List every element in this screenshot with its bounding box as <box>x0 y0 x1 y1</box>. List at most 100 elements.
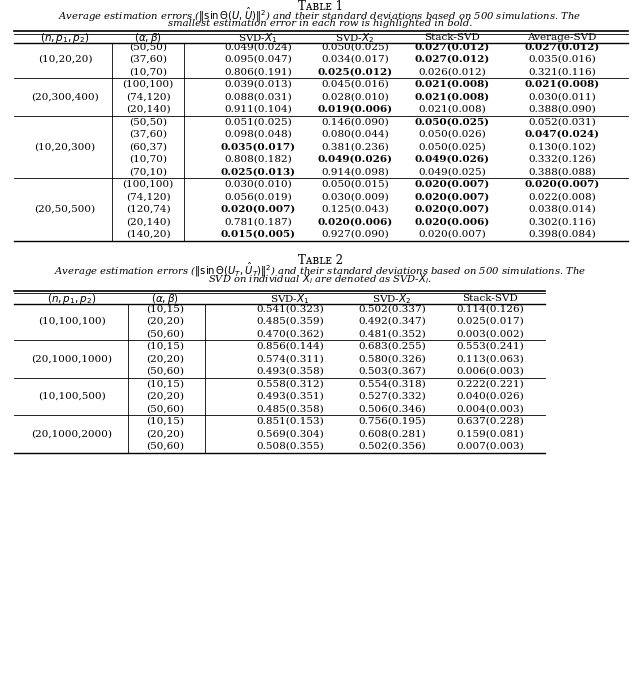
Text: (10,15): (10,15) <box>146 342 184 351</box>
Text: 0.222(0.221): 0.222(0.221) <box>456 379 524 388</box>
Text: 0.302(0.116): 0.302(0.116) <box>528 217 596 227</box>
Text: 0.508(0.355): 0.508(0.355) <box>256 442 324 451</box>
Text: 0.050(0.025): 0.050(0.025) <box>415 118 490 126</box>
Text: (20,20): (20,20) <box>146 354 184 363</box>
Text: 0.028(0.010): 0.028(0.010) <box>321 93 389 102</box>
Text: $(\alpha,\beta)$: $(\alpha,\beta)$ <box>134 31 162 45</box>
Text: 0.088(0.031): 0.088(0.031) <box>224 93 292 102</box>
Text: 0.022(0.008): 0.022(0.008) <box>528 192 596 201</box>
Text: 0.130(0.102): 0.130(0.102) <box>528 142 596 151</box>
Text: 0.049(0.025): 0.049(0.025) <box>418 167 486 176</box>
Text: 0.020(0.007): 0.020(0.007) <box>414 192 490 201</box>
Text: 0.502(0.356): 0.502(0.356) <box>358 442 426 451</box>
Text: (10,70): (10,70) <box>129 68 167 77</box>
Text: 0.146(0.090): 0.146(0.090) <box>321 118 389 126</box>
Text: 0.007(0.003): 0.007(0.003) <box>456 442 524 451</box>
Text: (10,15): (10,15) <box>146 379 184 388</box>
Text: Tᴀʙʟᴇ 1: Tᴀʙʟᴇ 1 <box>298 0 342 13</box>
Text: 0.808(0.182): 0.808(0.182) <box>224 155 292 164</box>
Text: (20,20): (20,20) <box>146 392 184 401</box>
Text: 0.035(0.016): 0.035(0.016) <box>528 55 596 64</box>
Text: 0.004(0.003): 0.004(0.003) <box>456 404 524 413</box>
Text: 0.485(0.358): 0.485(0.358) <box>256 404 324 413</box>
Text: 0.049(0.026): 0.049(0.026) <box>415 155 490 164</box>
Text: Stack-SVD: Stack-SVD <box>424 33 480 43</box>
Text: (50,50): (50,50) <box>129 118 167 126</box>
Text: 0.381(0.236): 0.381(0.236) <box>321 142 389 151</box>
Text: 0.020(0.006): 0.020(0.006) <box>414 217 490 227</box>
Text: (20,20): (20,20) <box>146 429 184 438</box>
Text: 0.026(0.012): 0.026(0.012) <box>418 68 486 77</box>
Text: 0.040(0.026): 0.040(0.026) <box>456 392 524 401</box>
Text: (10,70): (10,70) <box>129 155 167 164</box>
Text: 0.781(0.187): 0.781(0.187) <box>224 217 292 227</box>
Text: (60,37): (60,37) <box>129 142 167 151</box>
Text: 0.114(0.126): 0.114(0.126) <box>456 305 524 313</box>
Text: 0.159(0.081): 0.159(0.081) <box>456 429 524 438</box>
Text: 0.321(0.116): 0.321(0.116) <box>528 68 596 77</box>
Text: (37,60): (37,60) <box>129 55 167 64</box>
Text: (100,100): (100,100) <box>122 80 173 89</box>
Text: 0.027(0.012): 0.027(0.012) <box>414 55 490 64</box>
Text: 0.113(0.063): 0.113(0.063) <box>456 354 524 363</box>
Text: 0.098(0.048): 0.098(0.048) <box>224 130 292 139</box>
Text: (50,50): (50,50) <box>129 43 167 52</box>
Text: (37,60): (37,60) <box>129 130 167 139</box>
Text: (20,140): (20,140) <box>125 217 170 227</box>
Text: 0.683(0.255): 0.683(0.255) <box>358 342 426 351</box>
Text: (50,60): (50,60) <box>146 367 184 376</box>
Text: 0.574(0.311): 0.574(0.311) <box>256 354 324 363</box>
Text: 0.806(0.191): 0.806(0.191) <box>224 68 292 77</box>
Text: 0.050(0.025): 0.050(0.025) <box>418 142 486 151</box>
Text: 0.502(0.337): 0.502(0.337) <box>358 305 426 313</box>
Text: 0.035(0.017): 0.035(0.017) <box>221 142 296 151</box>
Text: 0.332(0.126): 0.332(0.126) <box>528 155 596 164</box>
Text: $(\alpha,\beta)$: $(\alpha,\beta)$ <box>151 292 179 306</box>
Text: 0.015(0.005): 0.015(0.005) <box>221 230 296 239</box>
Text: Average estimation errors ($\|\sin\Theta(U,\hat{U})\|^2$) and their standard dev: Average estimation errors ($\|\sin\Theta… <box>58 6 582 24</box>
Text: 0.051(0.025): 0.051(0.025) <box>224 118 292 126</box>
Text: 0.045(0.016): 0.045(0.016) <box>321 80 389 89</box>
Text: 0.580(0.326): 0.580(0.326) <box>358 354 426 363</box>
Text: 0.025(0.012): 0.025(0.012) <box>317 68 392 77</box>
Text: 0.637(0.228): 0.637(0.228) <box>456 417 524 426</box>
Text: 0.388(0.088): 0.388(0.088) <box>528 167 596 176</box>
Text: 0.541(0.323): 0.541(0.323) <box>256 305 324 313</box>
Text: 0.020(0.007): 0.020(0.007) <box>414 180 490 189</box>
Text: (20,1000,1000): (20,1000,1000) <box>31 354 113 363</box>
Text: 0.030(0.011): 0.030(0.011) <box>528 93 596 102</box>
Text: 0.856(0.144): 0.856(0.144) <box>256 342 324 351</box>
Text: 0.027(0.012): 0.027(0.012) <box>524 43 600 52</box>
Text: 0.038(0.014): 0.038(0.014) <box>528 205 596 214</box>
Text: 0.025(0.013): 0.025(0.013) <box>221 167 296 176</box>
Text: 0.493(0.358): 0.493(0.358) <box>256 367 324 376</box>
Text: SVD-$X_2$: SVD-$X_2$ <box>335 31 374 45</box>
Text: 0.039(0.013): 0.039(0.013) <box>224 80 292 89</box>
Text: (10,15): (10,15) <box>146 305 184 313</box>
Text: smallest estimation error in each row is highlighted in bold.: smallest estimation error in each row is… <box>168 19 472 28</box>
Text: 0.020(0.006): 0.020(0.006) <box>317 217 392 227</box>
Text: 0.030(0.010): 0.030(0.010) <box>224 180 292 189</box>
Text: Average-SVD: Average-SVD <box>527 33 596 43</box>
Text: SVD-$X_2$: SVD-$X_2$ <box>372 292 412 306</box>
Text: 0.050(0.026): 0.050(0.026) <box>418 130 486 139</box>
Text: 0.608(0.281): 0.608(0.281) <box>358 429 426 438</box>
Text: 0.021(0.008): 0.021(0.008) <box>418 105 486 114</box>
Text: 0.030(0.009): 0.030(0.009) <box>321 192 389 201</box>
Text: 0.006(0.003): 0.006(0.003) <box>456 367 524 376</box>
Text: 0.493(0.351): 0.493(0.351) <box>256 392 324 401</box>
Text: 0.047(0.024): 0.047(0.024) <box>525 130 600 139</box>
Text: 0.049(0.026): 0.049(0.026) <box>317 155 392 164</box>
Text: (70,10): (70,10) <box>129 167 167 176</box>
Text: 0.485(0.359): 0.485(0.359) <box>256 316 324 325</box>
Text: 0.027(0.012): 0.027(0.012) <box>414 43 490 52</box>
Text: SVD-$X_1$: SVD-$X_1$ <box>270 292 310 306</box>
Text: 0.021(0.008): 0.021(0.008) <box>524 80 600 89</box>
Text: 0.398(0.084): 0.398(0.084) <box>528 230 596 239</box>
Text: 0.021(0.008): 0.021(0.008) <box>415 80 490 89</box>
Text: $(n,p_1,p_2)$: $(n,p_1,p_2)$ <box>40 31 90 45</box>
Text: 0.050(0.025): 0.050(0.025) <box>321 43 389 52</box>
Text: (100,100): (100,100) <box>122 180 173 189</box>
Text: 0.020(0.007): 0.020(0.007) <box>414 205 490 214</box>
Text: 0.080(0.044): 0.080(0.044) <box>321 130 389 139</box>
